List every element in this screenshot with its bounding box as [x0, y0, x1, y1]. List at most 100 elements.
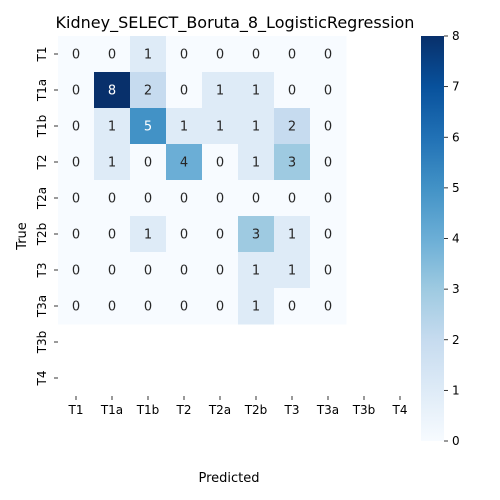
- heatmap-cell: [58, 108, 95, 145]
- cell-value-label: 0: [288, 84, 296, 99]
- cell-value-label: 0: [252, 48, 260, 63]
- heatmap-cell: [130, 180, 167, 217]
- colorbar-tick-label: 2: [452, 333, 460, 347]
- y-axis-label: True: [15, 222, 30, 251]
- cell-value-label: 3: [288, 156, 296, 171]
- heatmap-cell: [166, 72, 203, 109]
- x-axis-ticks: T1 T1a T1b T2 T2a T2b T3 T3a T3b T4: [68, 396, 408, 417]
- cell-value-label: 0: [72, 120, 80, 135]
- x-tick-label: T4: [392, 403, 408, 417]
- heatmap-cell: [202, 180, 239, 217]
- heatmap-cell: [274, 252, 311, 289]
- cell-value-label: 0: [72, 228, 80, 243]
- x-tick-label: T3b: [352, 403, 376, 417]
- cell-value-label: 1: [216, 84, 224, 99]
- cell-value-label: 0: [72, 48, 80, 63]
- x-tick-label: T3: [284, 403, 300, 417]
- heatmap-cell: [166, 144, 203, 181]
- y-tick-label: T3b: [35, 331, 49, 355]
- heatmap-cell: [238, 216, 275, 253]
- heatmap-cell: [94, 36, 131, 73]
- cell-value-label: 0: [324, 264, 332, 279]
- heatmap-cell: [94, 216, 131, 253]
- heatmap-cell: [130, 252, 167, 289]
- heatmap-cell: [130, 36, 167, 73]
- heatmap-cell: [58, 288, 95, 325]
- cell-value-label: 1: [108, 156, 116, 171]
- heatmap-cell: [130, 144, 167, 181]
- heatmap-cell: [202, 108, 239, 145]
- heatmap-cell: [202, 144, 239, 181]
- cell-value-label: 0: [288, 300, 296, 315]
- heatmap-cell: [202, 216, 239, 253]
- heatmap-cell: [94, 288, 131, 325]
- x-tick-label: T2: [176, 403, 192, 417]
- heatmap-cell: [202, 288, 239, 325]
- heatmap-cell: [238, 288, 275, 325]
- cell-value-label: 1: [144, 228, 152, 243]
- cell-value-label: 0: [324, 156, 332, 171]
- heatmap-cell: [238, 180, 275, 217]
- heatmap-cell: [166, 36, 203, 73]
- cell-value-label: 0: [216, 156, 224, 171]
- heatmap-cell: [310, 36, 347, 73]
- cell-value-label: 1: [180, 120, 188, 135]
- heatmap-cell: [166, 288, 203, 325]
- cell-value-label: 0: [216, 300, 224, 315]
- heatmap-cell: [310, 144, 347, 181]
- x-axis-label: Predicted: [198, 471, 259, 486]
- cell-value-label: 0: [216, 48, 224, 63]
- cell-value-label: 0: [72, 192, 80, 207]
- cell-value-label: 0: [72, 84, 80, 99]
- heatmap-cell: [94, 108, 131, 145]
- heatmap-cell: [130, 108, 167, 145]
- heatmap-cell: [310, 72, 347, 109]
- heatmap-cell: [130, 72, 167, 109]
- heatmap-cell: [274, 288, 311, 325]
- cell-value-label: 0: [180, 84, 188, 99]
- y-tick-label: T3: [35, 263, 49, 279]
- heatmap-cell: [238, 144, 275, 181]
- cell-value-label: 5: [144, 120, 152, 135]
- colorbar-tick-label: 8: [452, 29, 460, 43]
- heatmap-cell: [202, 252, 239, 289]
- heatmap-cell: [130, 216, 167, 253]
- heatmap-cell: [58, 180, 95, 217]
- colorbar-tick-label: 3: [452, 282, 460, 296]
- x-tick-label: T3a: [316, 403, 339, 417]
- heatmap-cell: [58, 36, 95, 73]
- cell-value-label: 1: [288, 228, 296, 243]
- x-tick-label: T2b: [244, 403, 268, 417]
- y-tick-label: T1b: [35, 115, 49, 139]
- colorbar-tick-label: 1: [452, 383, 460, 397]
- cell-value-label: 0: [144, 264, 152, 279]
- y-tick-label: T2b: [35, 223, 49, 247]
- cell-value-label: 0: [108, 300, 116, 315]
- cell-value-label: 1: [252, 84, 260, 99]
- heatmap-cell: [58, 144, 95, 181]
- heatmap-cell: [274, 108, 311, 145]
- cell-value-label: 0: [180, 300, 188, 315]
- cell-value-label: 0: [72, 264, 80, 279]
- cell-value-label: 0: [180, 48, 188, 63]
- y-tick-label: T1a: [35, 79, 49, 102]
- cell-value-label: 0: [72, 156, 80, 171]
- cell-value-label: 0: [108, 228, 116, 243]
- cell-value-label: 1: [216, 120, 224, 135]
- y-tick-label: T2: [35, 155, 49, 171]
- heatmap-cell: [238, 108, 275, 145]
- colorbar: [421, 36, 444, 441]
- cell-value-label: 1: [144, 48, 152, 63]
- cell-value-label: 0: [324, 84, 332, 99]
- cell-value-label: 0: [108, 192, 116, 207]
- cell-value-label: 0: [180, 228, 188, 243]
- heatmap-cell: [94, 252, 131, 289]
- cell-value-label: 0: [180, 264, 188, 279]
- colorbar-tick-label: 4: [452, 232, 460, 246]
- cell-value-label: 0: [108, 264, 116, 279]
- heatmap-cell: [310, 180, 347, 217]
- heatmap-cell: [130, 288, 167, 325]
- heatmap-cell: [58, 252, 95, 289]
- heatmap-cell: [274, 36, 311, 73]
- cell-value-label: 0: [324, 192, 332, 207]
